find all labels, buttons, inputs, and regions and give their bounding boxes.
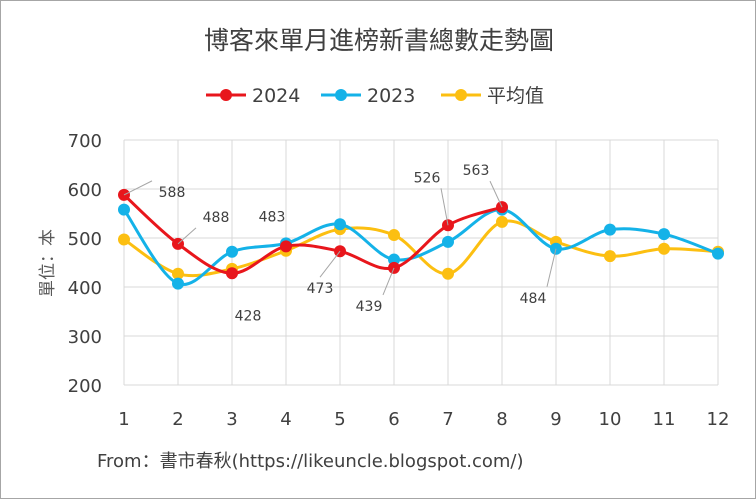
data-point-2023 (226, 245, 238, 258)
data-point-平均值 (172, 267, 184, 280)
x-tick-label: 3 (226, 409, 237, 430)
y-tick-label: 500 (68, 229, 102, 250)
data-point-2023 (118, 203, 130, 216)
series-layer (118, 188, 724, 290)
data-point-2024 (226, 267, 238, 280)
legend-marker (455, 89, 467, 101)
data-point-2023 (442, 235, 454, 248)
data-label: 488 (203, 210, 230, 226)
chart-title: 博客來單月進榜新書總數走勢圖 (204, 26, 554, 55)
data-point-2023 (658, 228, 670, 241)
x-tick-label: 1 (118, 409, 129, 430)
data-point-2023 (388, 253, 400, 266)
y-axis-title: 單位：本 (38, 229, 58, 297)
y-tick-label: 200 (68, 376, 102, 397)
x-tick-label: 10 (599, 409, 622, 430)
data-labels: 588 488 428 483 473 439 526 563 484 (123, 163, 557, 324)
data-label: 473 (307, 281, 334, 297)
series-line-2024 (122, 193, 503, 275)
data-label: 439 (356, 299, 383, 315)
legend-label: 2024 (252, 85, 300, 107)
data-label-leader (123, 180, 153, 196)
data-label-leader (319, 250, 341, 278)
legend-label: 平均值 (487, 85, 544, 107)
data-label: 526 (414, 170, 441, 186)
data-point-2023 (172, 277, 184, 290)
data-label-leader (489, 180, 503, 208)
data-label: 483 (259, 209, 286, 225)
x-tick-label: 9 (550, 409, 561, 430)
x-tick-label: 7 (442, 409, 453, 430)
y-tick-label: 700 (68, 131, 102, 152)
x-axis-ticks: 1 2 3 4 5 6 7 8 9 10 11 12 (118, 409, 729, 430)
grid (123, 139, 719, 386)
source-footer: From：書市春秋(https://likeuncle.blogspot.com… (97, 451, 524, 472)
data-label: 588 (159, 185, 186, 201)
data-point-平均值 (118, 233, 130, 246)
data-point-平均值 (496, 215, 508, 228)
data-label-leader (440, 188, 449, 226)
data-label: 428 (235, 308, 262, 324)
y-axis-ticks: 200 300 400 500 600 700 (68, 131, 102, 397)
data-point-平均值 (388, 229, 400, 242)
y-tick-label: 400 (68, 278, 102, 299)
y-tick-label: 300 (68, 327, 102, 348)
legend-marker (220, 89, 232, 101)
data-point-平均值 (442, 267, 454, 280)
legend-marker (335, 89, 347, 101)
data-label-leader (546, 248, 557, 287)
x-tick-label: 6 (388, 409, 399, 430)
data-label-leader (177, 227, 197, 245)
data-point-2024 (334, 245, 346, 258)
x-tick-label: 2 (172, 409, 183, 430)
data-point-平均值 (658, 242, 670, 255)
x-tick-label: 11 (653, 409, 676, 430)
data-point-2023 (334, 218, 346, 231)
data-point-2023 (604, 223, 616, 236)
data-point-2024 (280, 240, 292, 253)
y-tick-label: 600 (68, 180, 102, 201)
x-tick-label: 12 (707, 409, 730, 430)
data-label: 484 (520, 291, 547, 307)
legend-label: 2023 (367, 85, 415, 107)
legend: 2024 2023 平均值 (206, 85, 544, 107)
x-tick-label: 8 (496, 409, 507, 430)
data-point-2023 (712, 247, 724, 260)
x-tick-label: 4 (280, 409, 291, 430)
data-point-平均值 (604, 250, 616, 263)
data-label: 563 (463, 163, 490, 179)
x-tick-label: 5 (334, 409, 345, 430)
data-label-leader (382, 267, 395, 296)
